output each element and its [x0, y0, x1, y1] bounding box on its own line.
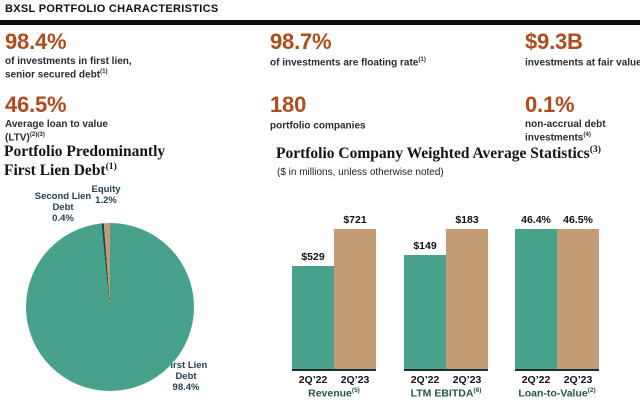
bar-group-loan-to-value: 46.4% 46.5% 2Q’22 2Q’23 Loan-to-Value(2): [515, 196, 599, 400]
stat-caption: of investments in first lien, senior sec…: [5, 56, 132, 81]
bar-group-revenue: $529 $721 2Q’22 2Q’23 Revenue(5): [292, 196, 376, 400]
stat-floating-rate-pct: 98.7% of investments are floating rate(1…: [270, 31, 490, 69]
bar-loan-to-value-2q23: 46.5%: [557, 214, 599, 369]
x-tick-label: 2Q’23: [340, 374, 370, 386]
pie-chart-title: Portfolio Predominantly First Lien Debt(…: [4, 143, 166, 180]
stat-value: 180: [270, 92, 307, 117]
stat-caption: of investments are floating rate(1): [270, 56, 426, 69]
group-label-revenue: Revenue(5): [308, 387, 360, 400]
stat-fair-value: $9.3B investments at fair value: [525, 31, 640, 69]
x-tick-label: 2Q’22: [410, 374, 440, 386]
header-rule: [0, 20, 640, 25]
bar-value-label: $529: [301, 251, 325, 263]
bars-loan-to-value: 46.4% 46.5%: [515, 196, 599, 371]
x-tick-label: 2Q’23: [563, 374, 593, 386]
bar-chart-subtitle: ($ in millions, unless otherwise noted): [277, 167, 444, 178]
ticks-ltm-ebitda: 2Q’22 2Q’23: [404, 374, 488, 386]
ticks-loan-to-value: 2Q’22 2Q’23: [515, 374, 599, 386]
stat-non-accrual: 0.1% non-accrual debt investments(4): [525, 94, 621, 144]
bar-revenue-2q22: $529: [292, 251, 334, 369]
stat-caption: Average loan to value (LTV)(2)(3): [5, 119, 108, 144]
stat-first-lien-pct: 98.4% of investments in first lien, seni…: [5, 31, 157, 81]
x-tick-label: 2Q’22: [521, 374, 551, 386]
stat-value: 98.4%: [5, 29, 67, 54]
stat-caption: investments at fair value: [525, 57, 640, 69]
pie-label-second-lien: Second Lien Debt 0.4%: [34, 191, 92, 224]
bar-ltm-ebitda-2q23: $183: [446, 214, 488, 369]
pie-label-first-lien: First Lien Debt 98.4%: [164, 360, 208, 393]
bar-value-label: 46.5%: [563, 214, 593, 226]
bar-value-label: $149: [413, 240, 437, 252]
x-tick-label: 2Q’22: [298, 374, 328, 386]
bar-revenue-2q23: $721: [334, 214, 376, 369]
group-label-loan-to-value: Loan-to-Value(2): [518, 387, 596, 400]
bar-value-label: $721: [343, 214, 367, 226]
group-label-ltm-ebitda: LTM EBITDA(6): [410, 387, 482, 400]
x-tick-label: 2Q’23: [452, 374, 482, 386]
stat-value: $9.3B: [525, 29, 583, 54]
stat-caption: portfolio companies: [270, 120, 366, 132]
bar-chart-title: Portfolio Company Weighted Average Stati…: [276, 144, 601, 163]
bars-revenue: $529 $721: [292, 196, 376, 371]
stat-value: 0.1%: [525, 92, 575, 117]
page-title: BXSL PORTFOLIO CHARACTERISTICS: [5, 3, 219, 15]
bar-value-label: $183: [455, 214, 479, 226]
bar-loan-to-value-2q22: 46.4%: [515, 214, 557, 369]
stat-portfolio-companies: 180 portfolio companies: [270, 94, 440, 132]
stat-caption: non-accrual debt investments(4): [525, 119, 606, 144]
bar-value-label: 46.4%: [521, 214, 551, 226]
stat-value: 46.5%: [5, 92, 67, 117]
bar-ltm-ebitda-2q22: $149: [404, 240, 446, 369]
bars-ltm-ebitda: $149 $183: [404, 196, 488, 371]
stat-loan-to-value: 46.5% Average loan to value (LTV)(2)(3): [5, 94, 130, 144]
bar-group-ltm-ebitda: $149 $183 2Q’22 2Q’23 LTM EBITDA(6): [404, 196, 488, 400]
pie-chart: [26, 223, 194, 391]
stat-value: 98.7%: [270, 29, 332, 54]
pie-label-equity: Equity 1.2%: [91, 184, 121, 206]
ticks-revenue: 2Q’22 2Q’23: [292, 374, 376, 386]
